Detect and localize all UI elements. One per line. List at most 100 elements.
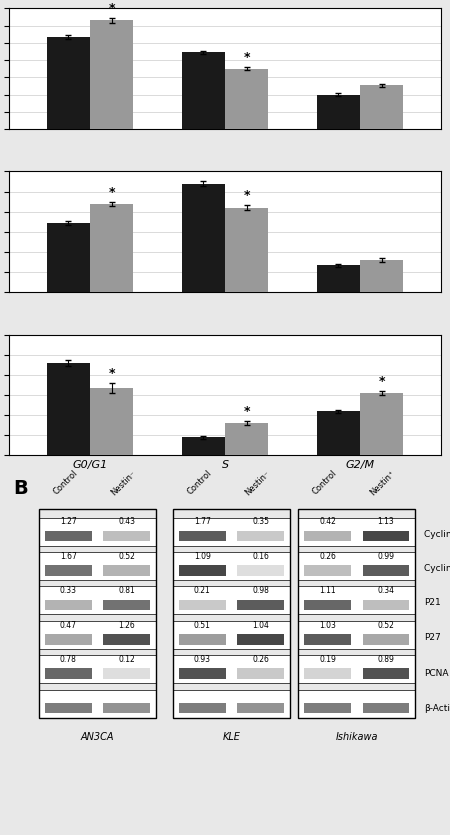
Bar (225, 423, 268, 455)
Text: 0.52: 0.52 (378, 620, 394, 630)
Bar (317, 94, 360, 129)
Bar (104, 565, 150, 575)
Text: 0.26: 0.26 (319, 552, 336, 561)
Bar (45, 703, 92, 713)
Bar (317, 411, 360, 455)
Bar (39, 518, 156, 545)
Bar (298, 509, 415, 718)
Bar (304, 600, 351, 610)
Bar (237, 668, 284, 679)
Bar (363, 565, 409, 575)
Bar (39, 655, 156, 683)
Bar (298, 655, 415, 683)
Bar (363, 634, 409, 645)
Bar (173, 552, 290, 580)
Text: Cyclin D3: Cyclin D3 (424, 564, 450, 573)
Text: 0.51: 0.51 (194, 620, 211, 630)
Bar (90, 20, 133, 129)
Text: 1.11: 1.11 (320, 586, 336, 595)
Bar (45, 565, 92, 575)
Bar (179, 634, 225, 645)
Bar (173, 518, 290, 545)
Bar (179, 531, 225, 541)
Text: 0.47: 0.47 (60, 620, 77, 630)
Bar (182, 184, 225, 292)
Bar (360, 260, 403, 292)
Text: 1.03: 1.03 (319, 620, 336, 630)
Bar (304, 634, 351, 645)
Text: 0.42: 0.42 (319, 518, 336, 526)
Text: 0.78: 0.78 (60, 655, 77, 664)
Bar (298, 518, 415, 545)
Text: P21: P21 (424, 599, 441, 607)
Text: Ishikawa: Ishikawa (336, 731, 378, 741)
Bar (363, 703, 409, 713)
Text: 0.43: 0.43 (118, 518, 135, 526)
Bar (304, 668, 351, 679)
Bar (39, 552, 156, 580)
Text: 1.09: 1.09 (194, 552, 211, 561)
Bar (179, 565, 225, 575)
Bar (304, 703, 351, 713)
Text: 0.98: 0.98 (252, 586, 269, 595)
Bar (317, 266, 360, 292)
Text: 0.26: 0.26 (252, 655, 269, 664)
Bar (104, 668, 150, 679)
Bar (47, 37, 90, 129)
Text: *: * (243, 405, 250, 418)
Bar (298, 552, 415, 580)
Text: 0.93: 0.93 (194, 655, 211, 664)
Bar (179, 668, 225, 679)
Bar (173, 655, 290, 683)
Text: 1.77: 1.77 (194, 518, 211, 526)
Text: 1.67: 1.67 (60, 552, 77, 561)
Text: Control: Control (310, 468, 338, 497)
Text: KLE: KLE (223, 731, 240, 741)
Text: Cyclin D1: Cyclin D1 (424, 529, 450, 539)
Text: Control: Control (185, 468, 213, 497)
Text: *: * (108, 185, 115, 199)
Text: *: * (108, 367, 115, 380)
Bar (104, 634, 150, 645)
Bar (179, 703, 225, 713)
Text: Nestin⁻: Nestin⁻ (109, 468, 138, 497)
Text: PCNA: PCNA (424, 669, 448, 678)
Bar (173, 509, 290, 718)
Text: 0.89: 0.89 (378, 655, 394, 664)
Text: 0.16: 0.16 (252, 552, 269, 561)
Bar (298, 620, 415, 649)
Text: *: * (243, 190, 250, 202)
Bar (104, 531, 150, 541)
Text: 0.12: 0.12 (118, 655, 135, 664)
Bar (173, 586, 290, 615)
Text: 0.52: 0.52 (118, 552, 135, 561)
Text: 1.04: 1.04 (252, 620, 269, 630)
Text: Nestin⁻: Nestin⁻ (243, 468, 272, 497)
Text: *: * (108, 3, 115, 15)
Bar (304, 565, 351, 575)
Bar (45, 531, 92, 541)
Text: 0.19: 0.19 (319, 655, 336, 664)
Bar (39, 690, 156, 718)
Bar (47, 223, 90, 292)
Bar (90, 204, 133, 292)
Bar (225, 208, 268, 292)
Bar (225, 68, 268, 129)
Bar (298, 586, 415, 615)
Text: 0.99: 0.99 (378, 552, 394, 561)
Text: Nestin⁺: Nestin⁺ (369, 468, 397, 497)
Text: AN3CA: AN3CA (81, 731, 114, 741)
Bar (104, 703, 150, 713)
Text: 0.33: 0.33 (60, 586, 77, 595)
Bar (237, 531, 284, 541)
Bar (47, 362, 90, 455)
Text: 0.81: 0.81 (118, 586, 135, 595)
Bar (182, 53, 225, 129)
Bar (45, 600, 92, 610)
Bar (237, 634, 284, 645)
Bar (360, 85, 403, 129)
Bar (45, 634, 92, 645)
Text: 0.34: 0.34 (378, 586, 394, 595)
Text: P27: P27 (424, 633, 441, 642)
Text: β-Actin: β-Actin (424, 704, 450, 712)
